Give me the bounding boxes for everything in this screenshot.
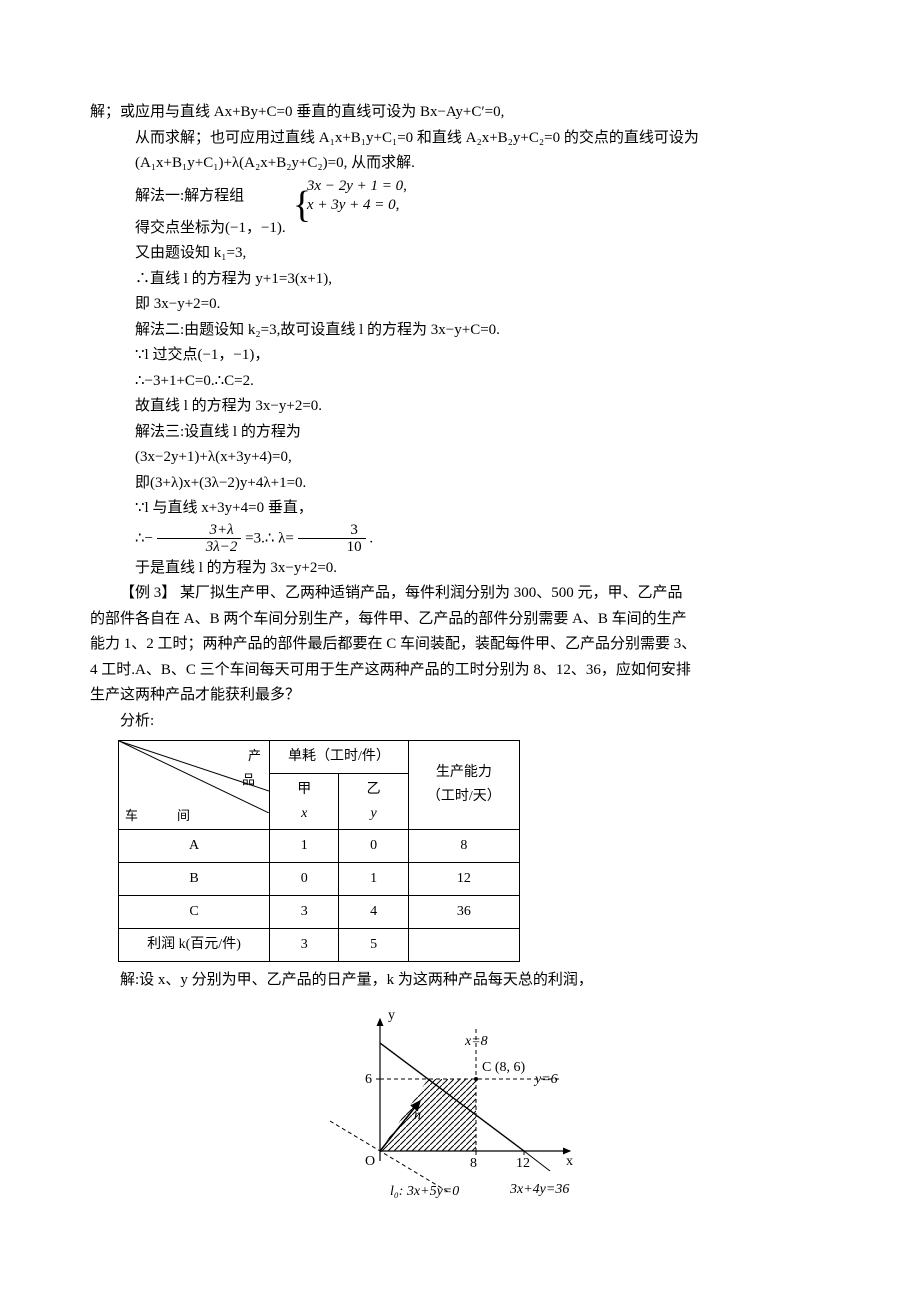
analysis-label: 分析: (90, 709, 830, 735)
example3-line3: 能力 1、2 工时；两种产品的部件最后都要在 C 车间装配，装配每件甲、乙产品分… (90, 632, 830, 658)
row-a-y: 0 (339, 830, 408, 863)
diagonal-header-cell: 产 品 车 间 (119, 741, 270, 830)
example3-line4: 4 工时.A、B、C 三个车间每天可用于生产这两种产品的工时分别为 8、12、3… (90, 658, 830, 684)
frac1-den: 3λ−2 (157, 539, 242, 556)
fraction-2: 3 10 (298, 522, 366, 556)
line-9: 解法二:由题设知 k₂=3,故可设直线 l 的方程为 3x−y+C=0. (90, 318, 830, 344)
row-c-x: 3 (270, 895, 339, 928)
table-row: 利润 k(百元/件) 3 5 (119, 928, 520, 961)
example3-line2: 的部件各自在 A、B 两个车间分别生产，每件甲、乙产品的部件分别需要 A、B 车… (90, 607, 830, 633)
row-b-label: B (119, 863, 270, 896)
y6-line-label: y=6 (533, 1072, 558, 1087)
line-13: 解法三:设直线 l 的方程为 (90, 420, 830, 446)
row-a-label: A (119, 830, 270, 863)
point-c-label: C (8, 6) (482, 1060, 526, 1075)
line-1: 解；或应用与直线 Ax+By+C=0 垂直的直线可设为 Bx−Ay+C′=0, (90, 100, 830, 126)
line-3: (A₁x+B₁y+C₁)+λ(A₂x+B₂y+C₂)=0, 从而求解. (90, 151, 830, 177)
solution-line: 解:设 x、y 分别为甲、乙产品的日产量，k 为这两种产品每天总的利润， (90, 968, 830, 994)
line-17: ∴− 3+λ 3λ−2 =3.∴ λ= 3 10 . (90, 522, 830, 556)
header-unit: 单耗（工时/件） (270, 741, 409, 774)
feasible-region-chart: y x O 6 8 12 x=8 y=6 C (8, 6) n l₀: 3x+5… (310, 1001, 610, 1201)
col-x-label: x (301, 806, 307, 821)
table-row: A 1 0 8 (119, 830, 520, 863)
left-brace-icon: { (248, 173, 311, 238)
line-6: 又由题设知 k₁=3, (90, 241, 830, 267)
table-row: B 0 1 12 (119, 863, 520, 896)
line-10: ∵l 过交点(−1，−1)， (90, 343, 830, 369)
eq17-mid: =3.∴ λ= (245, 530, 294, 546)
row-c-y: 4 (339, 895, 408, 928)
tick-12-label: 12 (516, 1156, 530, 1171)
row-profit-y: 5 (339, 928, 408, 961)
tick-6-label: 6 (365, 1072, 372, 1087)
row-c-label: C (119, 895, 270, 928)
l0-line-label: l₀: 3x+5y=0 (390, 1184, 459, 1199)
diag-label-workshop2: 间 (177, 805, 190, 827)
col-yi-label: 乙 (367, 782, 381, 797)
method1-lead: 解法一:解方程组 { 3x − 2y + 1 = 0, x + 3y + 4 =… (90, 177, 830, 216)
line-11: ∴−3+1+C=0.∴C=2. (90, 369, 830, 395)
x8-line-label: x=8 (464, 1034, 488, 1049)
line-16: ∵l 与直线 x+3y+4=0 垂直， (90, 496, 830, 522)
vector-n-label: n (414, 1108, 421, 1123)
line-12: 故直线 l 的方程为 3x−y+2=0. (90, 394, 830, 420)
line-14: (3x−2y+1)+λ(x+3y+4)=0, (90, 445, 830, 471)
workshop-table: 产 品 车 间 单耗（工时/件） 生产能力 （工时/天） 甲 x 乙 y A 1… (118, 740, 520, 962)
equation-system: { 3x − 2y + 1 = 0, x + 3y + 4 = 0, (248, 177, 407, 216)
row-a-x: 1 (270, 830, 339, 863)
line-7: ∴直线 l 的方程为 y+1=3(x+1), (90, 267, 830, 293)
method1-label: 解法一:解方程组 (135, 187, 244, 203)
row-c-cap: 36 (408, 895, 519, 928)
line-5: 得交点坐标为(−1，−1). (90, 216, 830, 242)
example3-line5: 生产这两种产品才能获利最多？ (90, 683, 830, 709)
line-18: 于是直线 l 的方程为 3x−y+2=0. (90, 556, 830, 582)
diag-label-product1: 产 (248, 745, 261, 767)
row-profit-label: 利润 k(百元/件) (119, 928, 270, 961)
col-jia-label: 甲 (297, 782, 311, 797)
eq17-suffix: . (369, 530, 373, 546)
eq17-prefix: ∴− (135, 530, 153, 546)
diag-label-product2: 品 (242, 769, 255, 791)
line-15: 即(3+λ)x+(3λ−2)y+4λ+1=0. (90, 471, 830, 497)
figure-wrapper: y x O 6 8 12 x=8 y=6 C (8, 6) n l₀: 3x+5… (90, 1001, 830, 1211)
line-8: 即 3x−y+2=0. (90, 292, 830, 318)
frac2-den: 10 (298, 539, 366, 556)
cap-l2: （工时/天） (427, 789, 501, 804)
example3-text1: 某厂拟生产甲、乙两种适销产品，每件利润分别为 300、500 元，甲、乙产品 (176, 585, 682, 601)
cap-l1: 生产能力 (436, 765, 492, 780)
row-profit-cap (408, 928, 519, 961)
y-axis-label: y (388, 1008, 395, 1023)
example3-label: 【例 3】 (120, 585, 176, 601)
table-row: C 3 4 36 (119, 895, 520, 928)
row-a-cap: 8 (408, 830, 519, 863)
x-axis-label: x (566, 1154, 573, 1169)
example3-line1: 【例 3】 某厂拟生产甲、乙两种适销产品，每件利润分别为 300、500 元，甲… (90, 581, 830, 607)
row-b-y: 1 (339, 863, 408, 896)
tick-8-label: 8 (470, 1156, 477, 1171)
origin-label: O (365, 1154, 375, 1169)
col-yi: 乙 y (339, 773, 408, 830)
diag-label-workshop1: 车 (125, 805, 138, 827)
col-jia: 甲 x (270, 773, 339, 830)
col-y-label: y (371, 806, 377, 821)
frac2-num: 3 (298, 522, 366, 540)
fraction-1: 3+λ 3λ−2 (157, 522, 242, 556)
frac1-num: 3+λ (157, 522, 242, 540)
header-capacity: 生产能力 （工时/天） (408, 741, 519, 830)
row-b-cap: 12 (408, 863, 519, 896)
line-2: 从而求解；也可应用过直线 A₁x+B₁y+C₁=0 和直线 A₂x+B₂y+C₂… (90, 126, 830, 152)
row-b-x: 0 (270, 863, 339, 896)
row-profit-x: 3 (270, 928, 339, 961)
table-header-row: 产 品 车 间 单耗（工时/件） 生产能力 （工时/天） (119, 741, 520, 774)
constraint-line-label: 3x+4y=36 (509, 1182, 569, 1197)
